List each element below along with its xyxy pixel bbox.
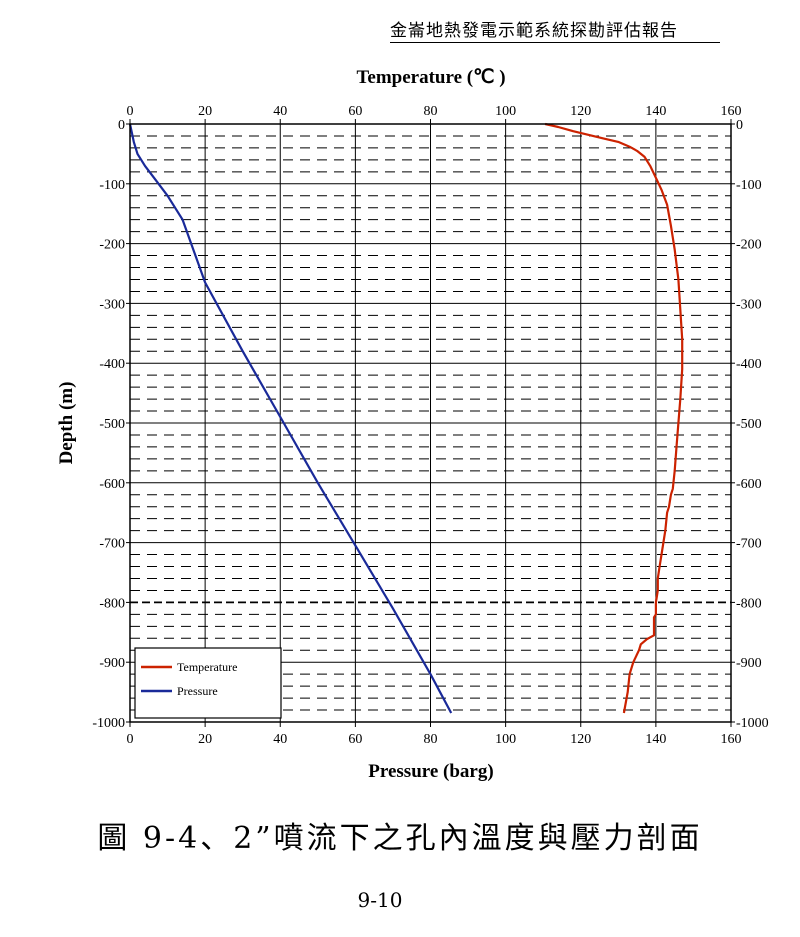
bottom-axis-label: Pressure (barg)	[368, 761, 493, 782]
bottom-x-tick-label: 140	[645, 732, 666, 747]
left-y-tick-label: -300	[99, 297, 125, 312]
right-y-tick-label: -700	[736, 537, 762, 552]
tick-layer: 0020204040606080801001001201201401401601…	[92, 104, 768, 747]
right-y-tick-label: -400	[736, 357, 762, 372]
left-y-tick-label: -100	[99, 178, 125, 193]
bottom-x-tick-label: 80	[424, 732, 438, 747]
left-y-tick-label: -700	[99, 537, 125, 552]
top-x-tick-label: 120	[570, 104, 591, 119]
figure-caption: 圖 9-4、2”噴流下之孔內溫度與壓力剖面	[97, 821, 703, 856]
series-line-temperature	[544, 122, 684, 714]
left-y-tick-label: 0	[118, 118, 125, 133]
right-y-tick-label: -200	[736, 238, 762, 253]
series-line-pressure	[128, 123, 453, 714]
top-x-tick-label: 80	[424, 104, 438, 119]
bottom-x-tick-label: 60	[348, 732, 362, 747]
y-axis-label: Depth (m)	[56, 382, 77, 465]
right-y-tick-label: -600	[736, 477, 762, 492]
top-x-tick-label: 140	[645, 104, 666, 119]
temperature-pressure-depth-chart: 0020204040606080801001001201201401401601…	[56, 67, 769, 782]
bottom-x-tick-label: 100	[495, 732, 516, 747]
bottom-x-tick-label: 120	[570, 732, 591, 747]
right-y-tick-label: -800	[736, 596, 762, 611]
legend-pressure-label: Pressure	[177, 684, 218, 698]
left-y-tick-label: -500	[99, 417, 125, 432]
left-y-tick-label: -900	[99, 656, 125, 671]
left-y-tick-label: -600	[99, 477, 125, 492]
report-header: 金崙地熱發電示範系統探勘評估報告	[390, 16, 720, 43]
top-x-tick-label: 0	[127, 104, 134, 119]
right-y-tick-label: -1000	[736, 716, 769, 731]
bottom-x-tick-label: 20	[198, 732, 212, 747]
top-x-tick-label: 100	[495, 104, 516, 119]
top-x-tick-label: 40	[273, 104, 287, 119]
series-layer	[128, 122, 684, 714]
right-y-tick-label: 0	[736, 118, 743, 133]
left-y-tick-label: -800	[99, 596, 125, 611]
legend: Temperature Pressure	[134, 647, 282, 719]
right-y-tick-label: -500	[736, 417, 762, 432]
top-x-tick-label: 60	[348, 104, 362, 119]
page-number: 9-10	[357, 888, 403, 912]
top-x-tick-label: 20	[198, 104, 212, 119]
right-y-tick-label: -900	[736, 656, 762, 671]
left-y-tick-label: -1000	[92, 716, 125, 731]
right-y-tick-label: -300	[736, 297, 762, 312]
bottom-x-tick-label: 0	[127, 732, 134, 747]
bottom-x-tick-label: 160	[721, 732, 742, 747]
legend-box	[134, 647, 282, 719]
left-y-tick-label: -400	[99, 357, 125, 372]
bottom-x-tick-label: 40	[273, 732, 287, 747]
grid-layer	[130, 124, 731, 722]
top-x-tick-label: 160	[721, 104, 742, 119]
left-y-tick-label: -200	[99, 238, 125, 253]
top-axis-label: Temperature (℃ )	[356, 67, 505, 88]
right-y-tick-label: -100	[736, 178, 762, 193]
legend-temperature-label: Temperature	[177, 660, 237, 674]
